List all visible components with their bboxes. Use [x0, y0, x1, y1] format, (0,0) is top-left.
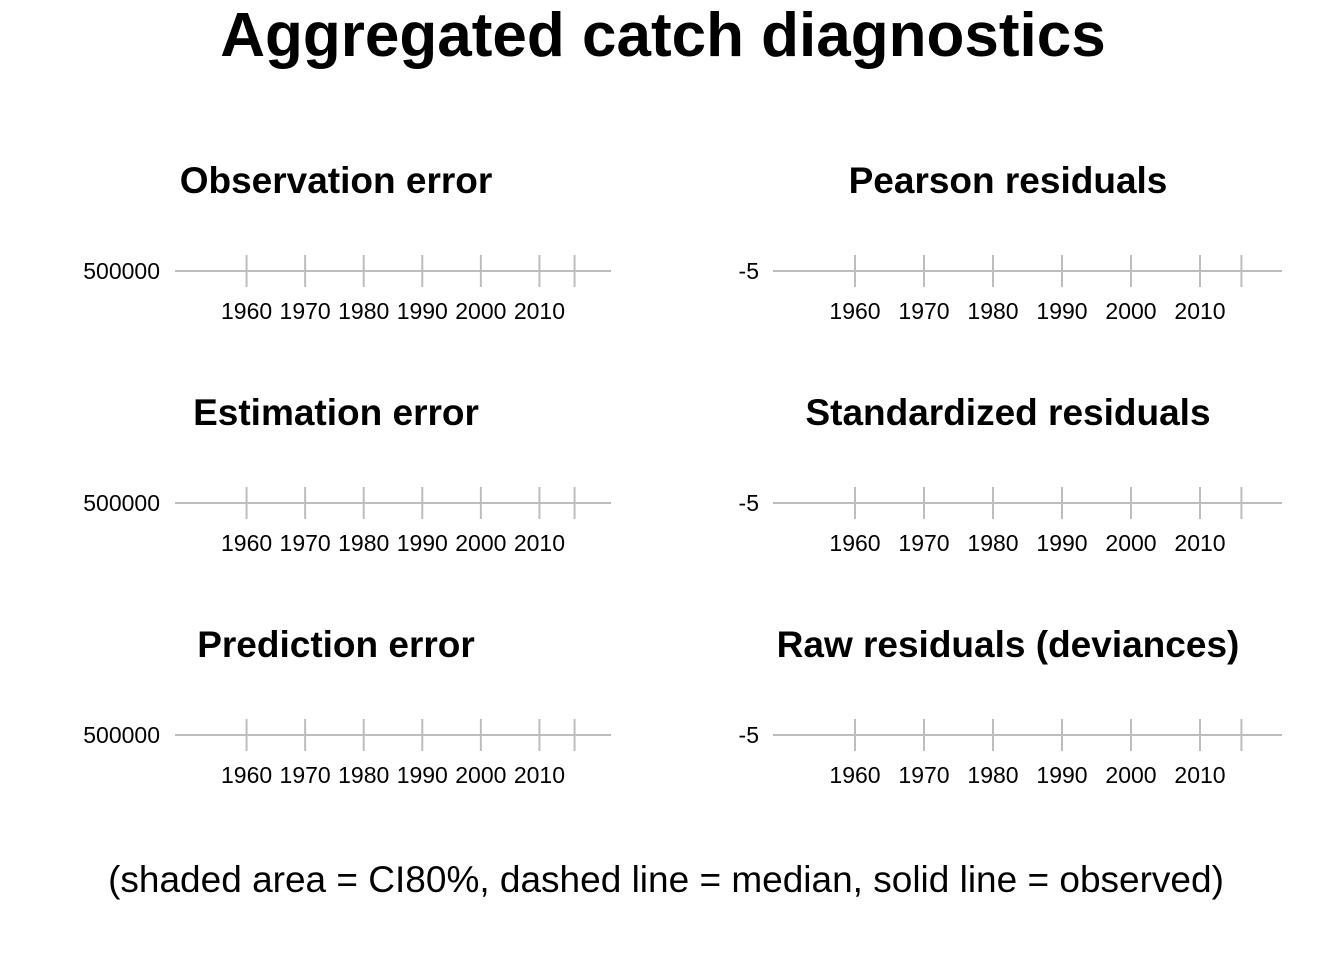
y-tick-label: 500000 — [83, 490, 160, 516]
y-tick-label: 500000 — [83, 258, 160, 284]
panel-title: Prediction error — [197, 624, 475, 665]
x-tick-label: 1960 — [829, 298, 880, 324]
x-tick-label: 1970 — [280, 530, 331, 556]
figure-caption: (shaded area = CI80%, dashed line = medi… — [108, 859, 1224, 900]
x-tick-label: 2010 — [1174, 298, 1225, 324]
x-tick-label: 1980 — [967, 298, 1018, 324]
x-tick-label: 1970 — [898, 762, 949, 788]
panel-title: Estimation error — [193, 392, 479, 433]
x-tick-label: 2000 — [455, 530, 506, 556]
x-tick-label: 1970 — [898, 298, 949, 324]
x-tick-label: 2000 — [1105, 530, 1156, 556]
x-tick-label: 1980 — [967, 530, 1018, 556]
x-tick-label: 1960 — [221, 298, 272, 324]
panel-6: Raw residuals (deviances) -5 1960 1970 1980 1… — [739, 624, 1282, 788]
x-tick-label: 1980 — [338, 530, 389, 556]
x-tick-label: 1990 — [1036, 762, 1087, 788]
x-tick-label: 2000 — [455, 762, 506, 788]
x-tick-label: 1960 — [829, 762, 880, 788]
panel-title: Pearson residuals — [849, 160, 1168, 201]
x-tick-label: 2010 — [514, 298, 565, 324]
panel-4: Standardized residuals -5 1960 1970 1980 1990… — [739, 392, 1282, 556]
x-tick-label: 1990 — [397, 530, 448, 556]
panel-1: Observation error 500000 1960 1970 1980 1990 2… — [83, 160, 611, 324]
x-tick-label: 1980 — [338, 298, 389, 324]
figure-title: Aggregated catch diagnostics — [220, 1, 1105, 70]
x-tick-label: 1980 — [967, 762, 1018, 788]
panel-3: Estimation error 500000 1960 1970 1980 1990 20… — [83, 392, 611, 556]
x-tick-label: 1970 — [898, 530, 949, 556]
x-tick-label: 1990 — [1036, 530, 1087, 556]
x-tick-label: 1990 — [1036, 298, 1087, 324]
panel-title: Raw residuals (deviances) — [777, 624, 1240, 665]
x-tick-label: 1970 — [280, 298, 331, 324]
x-tick-label: 1960 — [221, 530, 272, 556]
y-tick-label: -5 — [739, 490, 759, 516]
x-tick-label: 1980 — [338, 762, 389, 788]
panel-2: Pearson residuals -5 1960 1970 1980 1990 2000 2… — [739, 160, 1282, 324]
x-tick-label: 1970 — [280, 762, 331, 788]
x-tick-label: 2000 — [455, 298, 506, 324]
y-tick-label: -5 — [739, 722, 759, 748]
x-tick-label: 2000 — [1105, 298, 1156, 324]
panel-5: Prediction error 500000 1960 1970 1980 1990 20… — [83, 624, 611, 788]
x-tick-label: 1960 — [221, 762, 272, 788]
y-tick-label: -5 — [739, 258, 759, 284]
x-tick-label: 2010 — [514, 762, 565, 788]
x-tick-label: 2010 — [1174, 530, 1225, 556]
x-tick-label: 1990 — [397, 762, 448, 788]
x-tick-label: 2000 — [1105, 762, 1156, 788]
x-tick-label: 2010 — [514, 530, 565, 556]
x-tick-label: 1990 — [397, 298, 448, 324]
panel-title: Observation error — [180, 160, 493, 201]
x-tick-label: 1960 — [829, 530, 880, 556]
y-tick-label: 500000 — [83, 722, 160, 748]
x-tick-label: 2010 — [1174, 762, 1225, 788]
panel-grid: Observation error 500000 1960 1970 1980 1990 2… — [83, 160, 1282, 788]
panel-title: Standardized residuals — [805, 392, 1210, 433]
